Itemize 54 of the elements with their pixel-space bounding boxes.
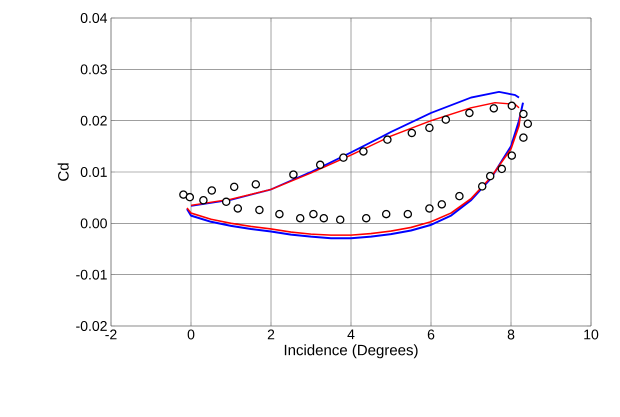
- x-tick-label: 6: [428, 330, 434, 340]
- point: [230, 182, 238, 192]
- point: [508, 102, 516, 110]
- y-tick-label: 0.02: [80, 116, 107, 126]
- x-axis-title: Incidence (Degrees): [284, 344, 418, 358]
- point: [320, 214, 328, 222]
- point: [186, 192, 194, 202]
- point: [508, 151, 516, 160]
- point: [465, 108, 474, 118]
- point: [455, 192, 464, 200]
- x-tick-label: 2: [268, 330, 274, 340]
- point: [382, 210, 390, 218]
- point: [425, 204, 434, 213]
- point: [524, 119, 532, 128]
- y-tick-label: 0.03: [80, 64, 107, 74]
- point: [336, 215, 344, 224]
- point: [478, 182, 486, 191]
- point: [255, 206, 264, 214]
- point: [252, 180, 260, 189]
- point: [234, 204, 242, 213]
- point: [425, 124, 434, 132]
- point: [383, 135, 392, 144]
- point: [289, 170, 298, 179]
- point: [519, 133, 528, 142]
- point: [438, 200, 446, 209]
- point: [199, 196, 208, 204]
- x-tick-label: 10: [584, 330, 598, 340]
- point: [486, 172, 494, 180]
- point: [519, 110, 528, 118]
- y-axis-title: Cd: [58, 163, 69, 181]
- y-tick-label: 0.01: [80, 167, 107, 177]
- x-tick-label: -2: [105, 330, 117, 340]
- point: [490, 104, 498, 113]
- point: [208, 186, 216, 195]
- point: [309, 210, 318, 218]
- point: [222, 198, 230, 206]
- x-tick-label: 8: [508, 330, 514, 340]
- point: [179, 190, 188, 199]
- point: [408, 128, 416, 138]
- x-tick-label: 0: [188, 330, 194, 340]
- point: [404, 210, 412, 218]
- point: [442, 115, 450, 124]
- point: [362, 214, 370, 222]
- point: [359, 147, 368, 156]
- x-tick-label: 4: [347, 330, 354, 340]
- point: [296, 214, 304, 222]
- y-tick-label: 0.00: [80, 218, 107, 228]
- y-tick-label: 0.04: [80, 13, 108, 23]
- point: [498, 164, 506, 174]
- point: [316, 160, 324, 170]
- point: [339, 153, 348, 162]
- y-tick-label: -0.02: [76, 321, 107, 331]
- point: [275, 210, 284, 218]
- y-tick-label: -0.01: [76, 270, 107, 280]
